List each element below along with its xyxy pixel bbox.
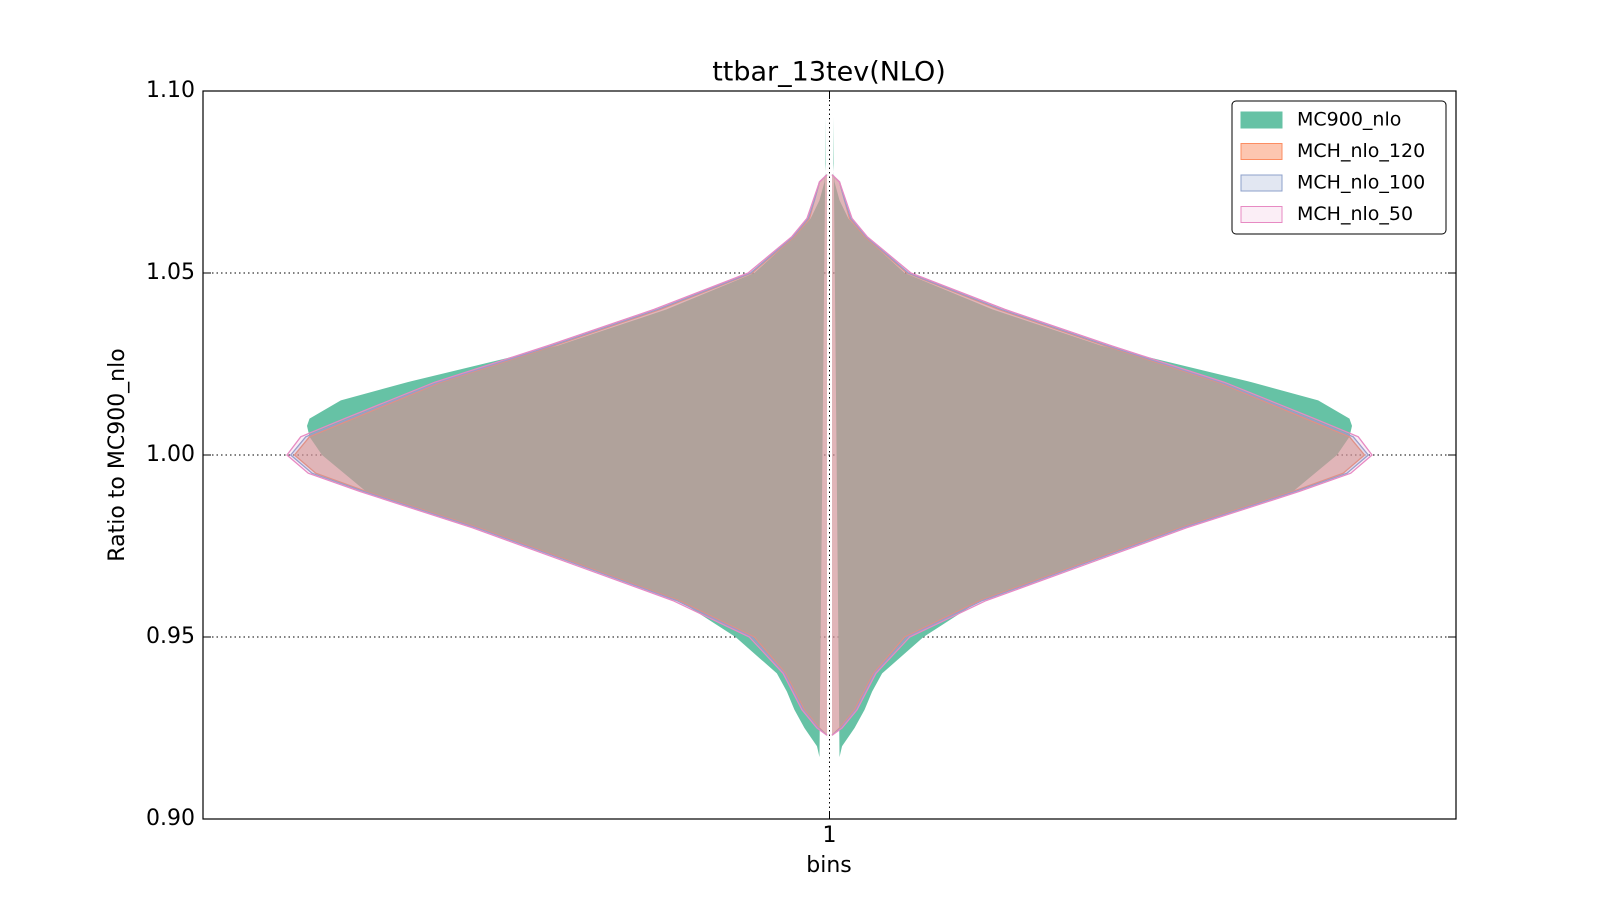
legend-swatch [1240,143,1283,160]
violin-half [286,174,828,736]
legend-label: MCH_nlo_50 [1297,203,1413,225]
y-axis-label: Ratio to MC900_nlo [105,348,130,561]
chart-title: ttbar_13tev(NLO) [712,57,946,88]
violin-half [289,174,828,736]
violin-half [831,174,1366,736]
x-axis-label: bins [806,853,851,878]
x-tick-label: 1 [823,823,837,848]
violin-half [831,174,1370,736]
y-tick-label: 1.05 [146,260,195,285]
legend-swatch [1240,174,1283,192]
y-tick-label: 1.00 [146,442,195,467]
legend-swatch [1240,111,1283,129]
y-tick-label: 0.90 [146,806,195,831]
legend-swatch [1240,206,1283,223]
legend-box [1231,100,1447,235]
legend-label: MCH_nlo_100 [1297,172,1425,194]
violin-half [293,174,828,736]
plot-frame [202,90,1457,820]
y-tick-label: 0.95 [146,624,195,649]
legend-label: MC900_nlo [1297,109,1401,131]
legend-label: MCH_nlo_120 [1297,140,1425,162]
y-tick-label: 1.10 [146,78,195,103]
violin-half [831,174,1373,736]
